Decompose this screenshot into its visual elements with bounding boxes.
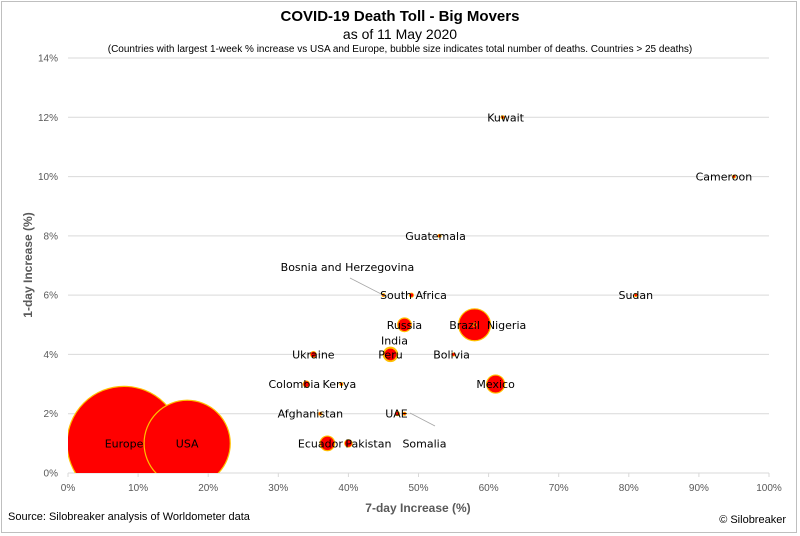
- y-tick-label: 14%: [38, 54, 58, 65]
- bubble-guatemala: [437, 233, 442, 238]
- bubble-kuwait: [500, 115, 505, 120]
- x-tick-label: 60%: [479, 483, 499, 494]
- point-label-kuwait: Kuwait: [487, 111, 524, 124]
- bubble-mexico: [485, 374, 506, 394]
- x-tick-label: 40%: [338, 483, 358, 494]
- x-tick-label: 0%: [61, 483, 76, 494]
- point-label-pakistan: Pakistan: [345, 437, 391, 450]
- y-tick-label: 4%: [44, 350, 59, 361]
- bubble-ukraine: [309, 350, 317, 358]
- bubble-afghanistan: [318, 411, 323, 416]
- point-label-europe: Europe: [105, 437, 144, 450]
- point-label-sudan: Sudan: [618, 289, 653, 302]
- chart-date-line: as of 11 May 2020: [342, 26, 458, 42]
- bubble-colombia: [302, 380, 310, 388]
- bubble-south-africa: [408, 292, 415, 298]
- bubble-uae: [394, 411, 401, 417]
- point-label-guatemala: Guatemala: [405, 230, 466, 243]
- point-label-somalia: Somalia: [402, 438, 446, 451]
- bubble-sudan: [633, 293, 638, 298]
- point-label-brazil: Brazil: [449, 319, 480, 332]
- y-tick-label: 2%: [44, 409, 59, 420]
- gridlines: [68, 57, 769, 415]
- y-tick-label: 6%: [44, 291, 59, 302]
- point-label-south-africa: South Africa: [380, 289, 447, 302]
- x-axis-title: 7-day Increase (%): [365, 501, 470, 515]
- y-tick-label: 0%: [44, 469, 59, 480]
- point-label-uae: UAE: [385, 408, 408, 421]
- point-label-colombia: Colombia: [268, 378, 320, 391]
- chart-title: COVID-19 Death Toll - Big Movers: [280, 8, 520, 25]
- bubble-peru: [383, 347, 398, 362]
- bubble-pakistan: [344, 439, 353, 448]
- point-label-mexico: Mexico: [476, 378, 515, 391]
- point-label-ukraine: Ukraine: [292, 348, 335, 361]
- x-tick-label: 30%: [268, 483, 288, 494]
- axes: 0% 2% 4% 6% 8% 10% 12% 14% 0% 10% 20% 30% 40% 50% 60% 7…: [38, 54, 782, 495]
- x-tick-label: 100%: [756, 483, 782, 494]
- point-label-bosnia-and-herzegovina: Bosnia and Herzegovina: [281, 261, 415, 274]
- bubble-cameroon: [731, 174, 736, 179]
- point-label-bolivia: Bolivia: [433, 348, 470, 361]
- bubble-kenya: [339, 382, 344, 387]
- point-label-peru: Peru: [378, 348, 403, 361]
- point-label-afghanistan: Afghanistan: [278, 408, 344, 421]
- point-label-cameroon: Cameroon: [696, 171, 753, 184]
- x-tick-label: 80%: [619, 483, 639, 494]
- source-note: Source: Silobreaker analysis of Worldome…: [8, 511, 250, 523]
- bubble-russia: [397, 317, 412, 333]
- leader-line: [409, 412, 436, 427]
- point-label-usa: USA: [176, 437, 199, 450]
- chart-subtitle: (Countries with largest 1-week % increas…: [107, 44, 693, 55]
- x-tick-label: 20%: [198, 483, 218, 494]
- point-label-kenya: Kenya: [323, 378, 357, 391]
- x-tick-label: 70%: [549, 483, 569, 494]
- title-block: COVID-19 Death Toll - Big Movers as of 1…: [0, 8, 800, 57]
- bubble-bolivia: [451, 352, 456, 357]
- y-tick-label: 8%: [44, 231, 59, 242]
- y-tick-label: 12%: [38, 113, 58, 124]
- x-tick-label: 50%: [408, 483, 428, 494]
- bubble-usa: [143, 399, 231, 473]
- leader-lines: [349, 277, 436, 427]
- leader-line: [349, 277, 386, 297]
- y-axis-title: 1-day Increase (%): [21, 212, 35, 317]
- bubble-somalia: [402, 411, 407, 416]
- y-tick-label: 10%: [38, 172, 58, 183]
- bubbles: [68, 115, 736, 473]
- copyright-note: © Silobreaker: [719, 514, 786, 526]
- x-tick-label: 10%: [128, 483, 148, 494]
- point-label-nigeria: Nigeria: [487, 319, 526, 332]
- x-tick-label: 90%: [689, 483, 709, 494]
- point-label-ecuador: Ecuador: [298, 437, 343, 450]
- bubble-nigeria: [472, 322, 477, 327]
- point-labels: Europe USA Kuwait Cameroon Guatemala Bosnia a…: [105, 111, 753, 450]
- bubble-ecuador: [319, 435, 336, 452]
- point-label-india: India: [381, 334, 408, 347]
- point-label-russia: Russia: [387, 319, 422, 332]
